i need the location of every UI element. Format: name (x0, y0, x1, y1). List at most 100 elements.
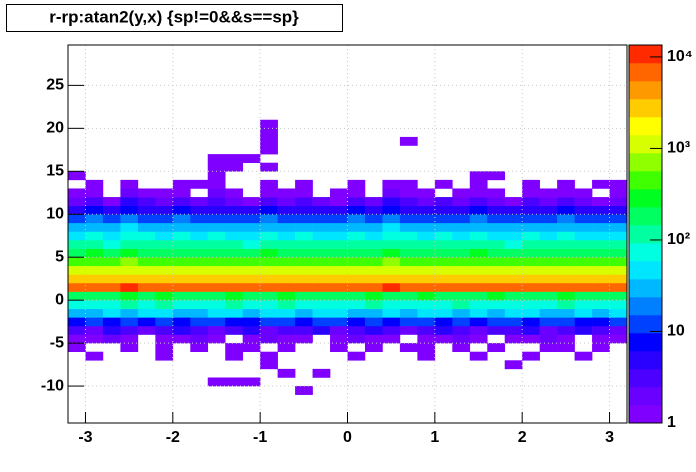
cell (417, 291, 436, 301)
y-tick-label: 10 (46, 205, 64, 222)
cell (399, 205, 418, 215)
palette-band (629, 135, 662, 154)
cell (190, 205, 209, 215)
cell (225, 351, 243, 361)
cell (417, 334, 436, 344)
palette-band (629, 261, 662, 280)
cell (190, 248, 209, 258)
cell (242, 214, 261, 224)
cell (487, 205, 506, 215)
cell (522, 282, 540, 292)
cell (434, 274, 453, 284)
x-tick-label: -2 (166, 429, 180, 446)
cell (68, 317, 86, 327)
cell (68, 214, 86, 224)
cell (295, 257, 313, 267)
cell (295, 197, 313, 206)
y-tick-label: -5 (50, 334, 64, 351)
cell (434, 265, 453, 275)
cell (190, 343, 209, 352)
cell (469, 317, 488, 327)
cell (592, 231, 610, 241)
cell (85, 240, 104, 249)
z-tick-label: 1 (667, 414, 676, 431)
cell (364, 222, 383, 232)
cell (434, 282, 453, 292)
cell (417, 248, 436, 258)
cell (347, 248, 366, 258)
cell (190, 291, 209, 301)
cell (260, 119, 278, 129)
cell (609, 300, 628, 310)
cell (312, 205, 331, 215)
cell (295, 325, 313, 335)
cell (399, 240, 418, 249)
cell (399, 274, 418, 284)
cell (504, 334, 523, 344)
cell (330, 240, 348, 249)
cell (207, 248, 226, 258)
cell (574, 257, 593, 267)
cell (277, 188, 296, 198)
cell (155, 231, 174, 241)
cell (295, 205, 313, 215)
cell (155, 205, 174, 215)
cell (225, 325, 243, 335)
palette-band (629, 405, 662, 424)
palette-band (629, 225, 662, 244)
cell (155, 248, 174, 258)
cell (574, 351, 593, 361)
cell (469, 334, 488, 344)
cell (102, 205, 121, 215)
cell (172, 231, 191, 241)
cell (68, 171, 86, 181)
cell (85, 222, 104, 232)
cell (557, 248, 575, 258)
cell (382, 179, 401, 189)
cell (312, 308, 331, 318)
cell (592, 240, 610, 249)
cell (277, 282, 296, 292)
cell (504, 214, 523, 224)
cell (574, 308, 593, 318)
palette-band (629, 81, 662, 100)
cell (172, 291, 191, 301)
cell (417, 197, 436, 206)
cell (295, 300, 313, 310)
cell (207, 291, 226, 301)
cell (330, 325, 348, 335)
cell (557, 257, 575, 267)
cell (225, 274, 243, 284)
cell (539, 188, 558, 198)
cell (68, 231, 86, 241)
cell (452, 291, 471, 301)
cell (295, 179, 313, 189)
cell (364, 291, 383, 301)
cell (417, 222, 436, 232)
cell (382, 231, 401, 241)
cell (190, 214, 209, 224)
cell (295, 222, 313, 232)
y-tick-label: 15 (46, 163, 64, 180)
cell (574, 282, 593, 292)
cell (260, 334, 278, 344)
cell (155, 343, 174, 352)
cell (469, 291, 488, 301)
cell (504, 205, 523, 215)
cell (312, 368, 331, 378)
cell (260, 360, 278, 370)
cell (469, 188, 488, 198)
cell (225, 291, 243, 301)
cell (452, 240, 471, 249)
cell (277, 368, 296, 378)
cell (68, 291, 86, 301)
cell (557, 240, 575, 249)
cell (452, 274, 471, 284)
cell (539, 214, 558, 224)
cell (242, 265, 261, 275)
cell (487, 171, 506, 181)
cell (242, 377, 261, 387)
cell (469, 325, 488, 335)
cell (469, 308, 488, 318)
